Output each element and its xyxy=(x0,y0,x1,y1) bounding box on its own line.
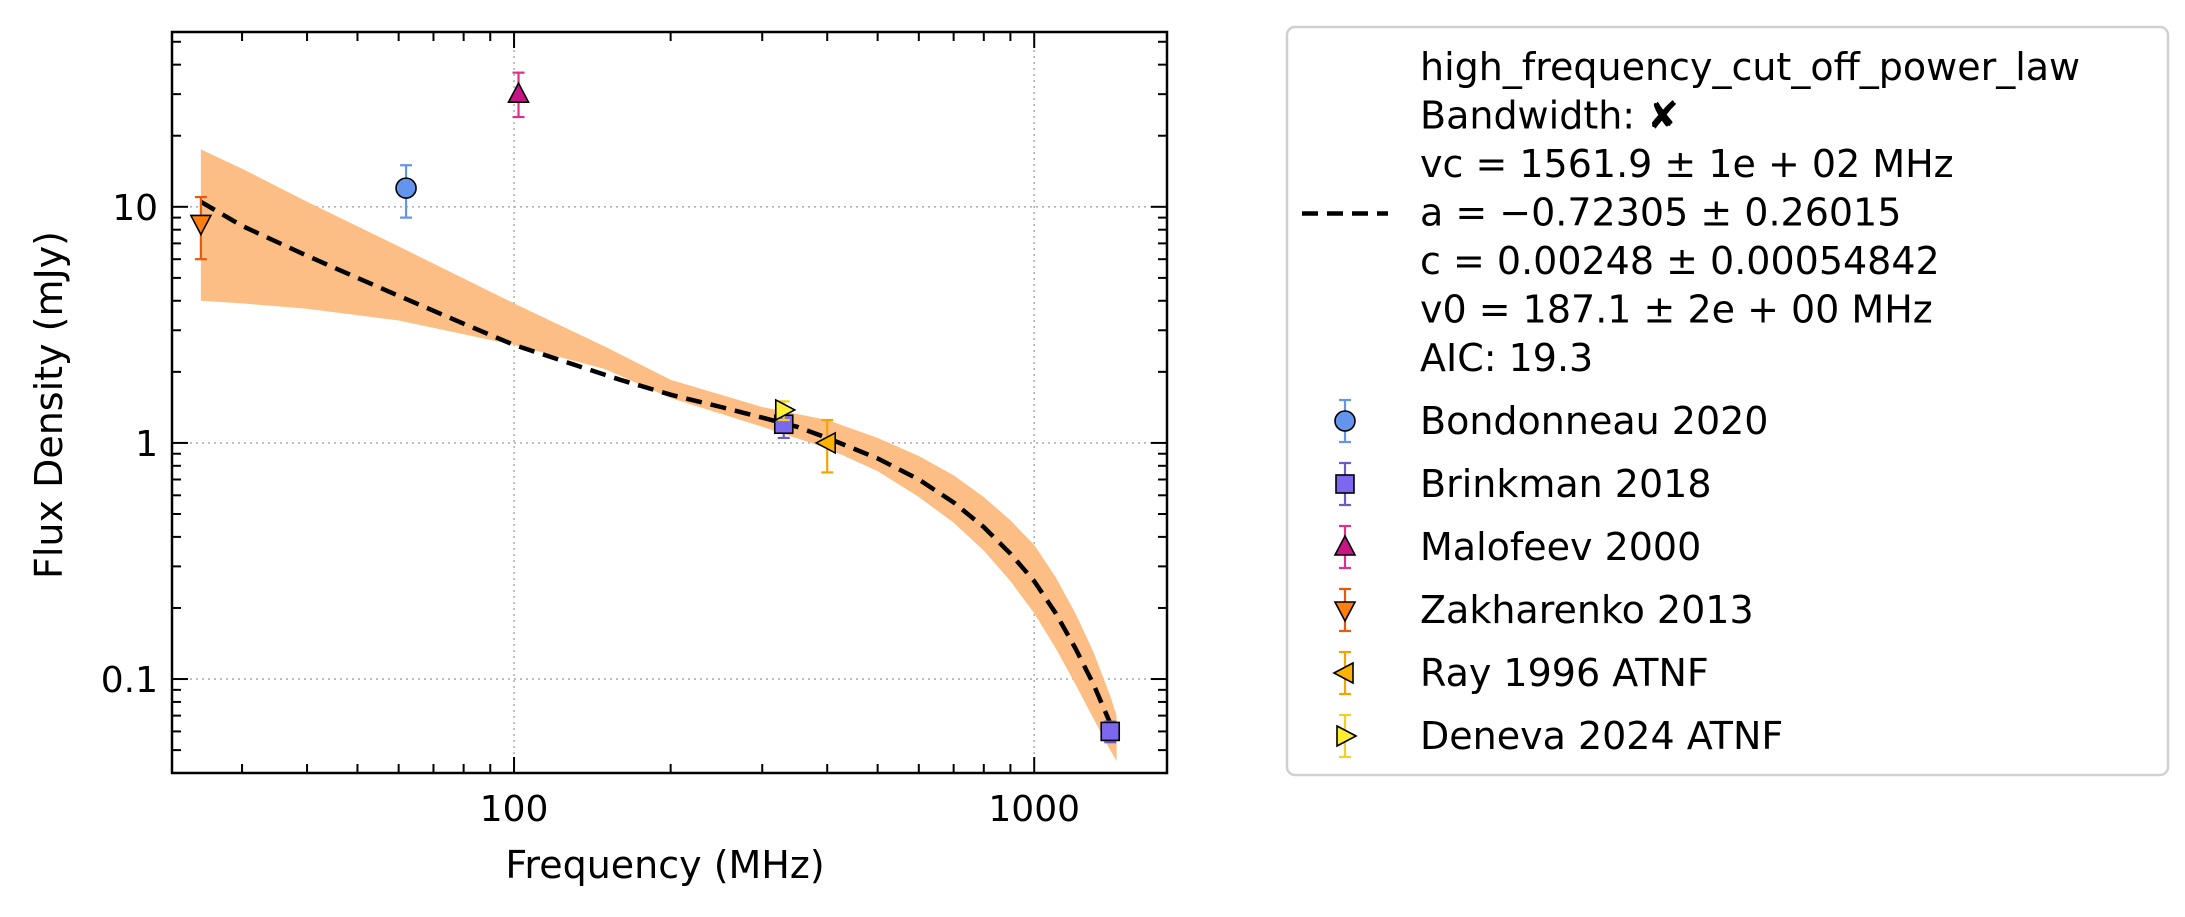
legend-marker-bondonneau-2020 xyxy=(1334,410,1356,432)
legend-fit-info: v0 = 187.1 ± 2e + 00 MHz xyxy=(1420,288,1933,332)
y-tick-label: 10 xyxy=(112,188,158,229)
data-point-zakharenko-2013 xyxy=(189,214,213,237)
legend-frame xyxy=(1285,25,2170,777)
data-point-deneva-2024-atnf xyxy=(774,398,797,422)
x-axis-label: Frequency (MHz) xyxy=(505,843,824,887)
legend-marker-zakharenko-2013 xyxy=(1333,601,1357,623)
data-point-malofeev-2000 xyxy=(507,81,530,103)
legend-fit-info: vc = 1561.9 ± 1e + 02 MHz xyxy=(1420,142,1954,186)
fit-curve xyxy=(199,199,1119,738)
plot-frame xyxy=(170,30,1169,775)
legend-fit-info: Bandwidth: ✘ xyxy=(1420,94,1679,138)
legend-marker-ray-1996-atnf xyxy=(1332,661,1354,685)
y-tick-label: 0.1 xyxy=(101,660,158,701)
legend-marker-brinkman-2018 xyxy=(1335,474,1355,494)
data-point-bondonneau-2020 xyxy=(395,177,417,199)
fit-uncertainty-band xyxy=(200,149,1117,761)
legend-fit-info: c = 0.00248 ± 0.00054842 xyxy=(1420,239,1940,283)
legend-label-deneva-2024-atnf: Deneva 2024 ATNF xyxy=(1420,714,1783,758)
legend-label-malofeev-2000: Malofeev 2000 xyxy=(1420,525,1701,569)
x-tick-label: 1000 xyxy=(988,789,1080,830)
legend-marker-deneva-2024-atnf xyxy=(1336,724,1358,748)
y-axis-label: Flux Density (mJy) xyxy=(27,231,71,579)
data-point-ray-1996-atnf xyxy=(814,431,837,455)
legend-label-bondonneau-2020: Bondonneau 2020 xyxy=(1420,399,1768,443)
plot-area: 100 1000 0.1 1 10 xyxy=(101,30,1169,830)
legend: high_frequency_cut_off_power_law Bandwidt… xyxy=(1285,25,2170,777)
legend-label-ray-1996-atnf: Ray 1996 ATNF xyxy=(1420,651,1709,695)
legend-fit-info: AIC: 19.3 xyxy=(1420,336,1593,380)
legend-marker-malofeev-2000 xyxy=(1333,534,1357,556)
legend-fit-info: a = −0.72305 ± 0.26015 xyxy=(1420,191,1901,235)
data-point-brinkman-2018 xyxy=(1100,721,1121,742)
y-tick-label: 1 xyxy=(135,424,158,465)
legend-label-zakharenko-2013: Zakharenko 2013 xyxy=(1420,588,1754,632)
x-tick-label: 100 xyxy=(480,789,549,830)
legend-fit-name: high_frequency_cut_off_power_law xyxy=(1420,45,2080,89)
legend-label-brinkman-2018: Brinkman 2018 xyxy=(1420,462,1712,506)
